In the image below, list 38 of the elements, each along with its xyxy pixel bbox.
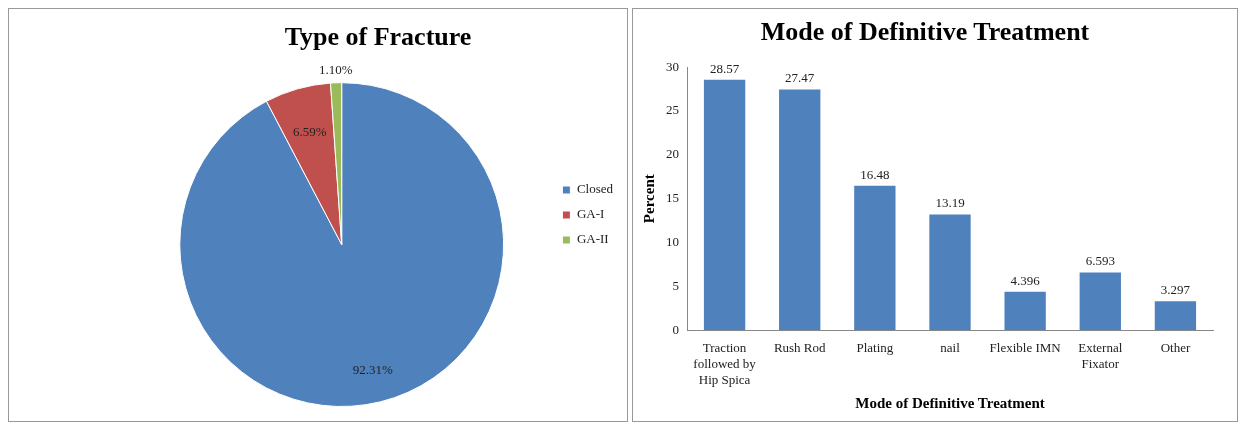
y-axis-title: Percent [640, 174, 657, 224]
data-label: 27.47 [785, 70, 815, 86]
x-axis-title: Mode of Definitive Treatment [855, 394, 1045, 411]
data-label: 28.57 [709, 60, 740, 76]
data-label: 1.10% [318, 62, 353, 78]
bar [1004, 291, 1046, 331]
data-label: 4.396 [1010, 272, 1041, 288]
legend-label: Closed [576, 181, 614, 197]
data-label: 16.48 [860, 166, 890, 182]
y-tick-label: 15 [666, 190, 679, 206]
data-label: 6.59% [293, 123, 327, 139]
bar [1079, 272, 1121, 331]
x-tick-label: Other [1160, 340, 1191, 356]
chart-title: Mode of Definitive Treatment [760, 17, 1090, 47]
data-label: 13.19 [935, 195, 965, 211]
x-tick-label: Plating [856, 340, 894, 356]
y-tick-label: 20 [666, 146, 679, 162]
x-tick-label: Traction followed by Hip Spica [693, 340, 757, 387]
y-tick-label: 0 [672, 321, 679, 337]
y-tick-label: 5 [672, 277, 679, 293]
chart-title: Type of Fracture [284, 22, 472, 52]
bar [703, 79, 746, 331]
bar [1154, 301, 1197, 331]
data-label: 6.593 [1085, 253, 1115, 269]
y-tick-label: 30 [666, 58, 679, 74]
x-tick-label: Rush Rod [773, 340, 827, 356]
legend-label: GA-I [576, 206, 605, 222]
bar [779, 89, 821, 331]
bar [929, 214, 971, 331]
x-tick-label: Flexible IMN [989, 340, 1062, 356]
y-tick-label: 25 [666, 102, 679, 118]
bar [854, 185, 896, 331]
data-label: 92.31% [352, 361, 393, 377]
x-tick-label: External Fixator [1078, 340, 1123, 372]
y-tick-label: 10 [666, 233, 679, 249]
legend-label: GA-II [576, 231, 609, 247]
data-label: 3.297 [1160, 282, 1191, 298]
x-tick-label: nail [940, 340, 961, 356]
